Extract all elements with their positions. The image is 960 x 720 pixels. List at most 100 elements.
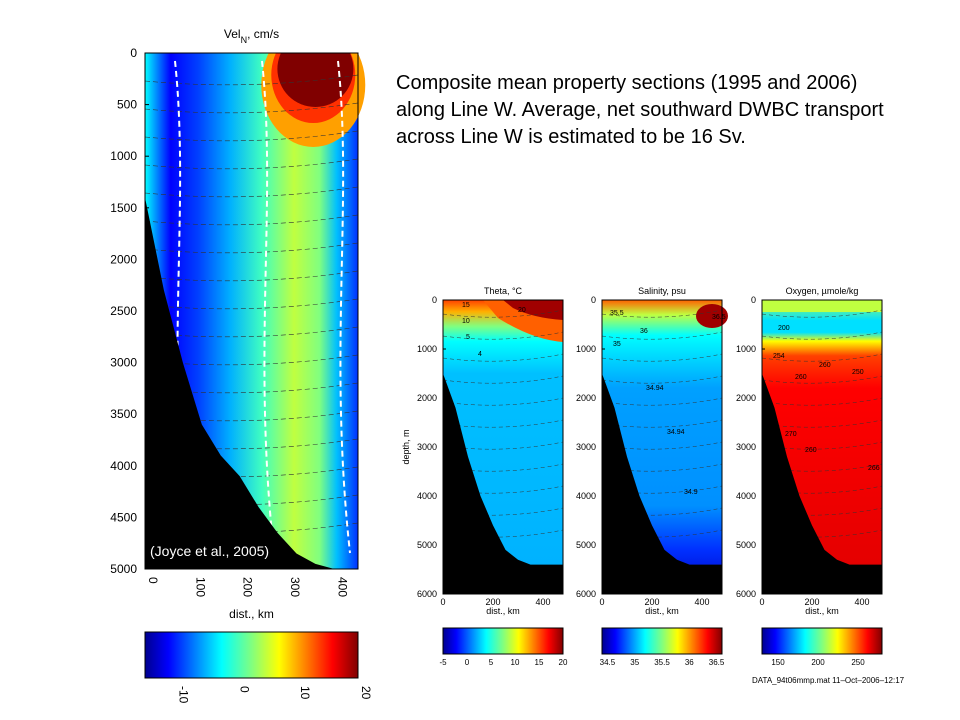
contour-line: [442, 419, 564, 428]
velocity-isopycnal: [144, 298, 359, 310]
y-tick-label: 4000: [417, 491, 437, 501]
contour-line: [442, 375, 564, 384]
x-tick-label: 300: [288, 577, 302, 597]
velocity-zero-contour: [337, 60, 351, 554]
colorbar-tick-label: 250: [851, 658, 865, 667]
chart-title: Oxygen, µmole/kg: [786, 286, 859, 296]
contour-line: [601, 507, 723, 516]
contour-label: 4: [478, 351, 482, 358]
contour-line: [601, 463, 723, 472]
x-tick-label: 0: [599, 597, 604, 607]
x-tick-label: 400: [694, 597, 709, 607]
x-tick-label: 400: [535, 597, 550, 607]
contour-label: 5: [466, 334, 470, 341]
x-axis-label: dist., km: [229, 607, 274, 621]
velocity-zero-contour: [261, 60, 275, 554]
colorbar-tick-label: 20: [359, 686, 373, 700]
contour-line: [761, 375, 883, 384]
contour-label: 10: [462, 318, 470, 325]
seafloor-bathymetry: [145, 197, 358, 570]
contour-label: 260: [795, 374, 807, 381]
y-tick-label: 2000: [576, 393, 596, 403]
contour-label: 200: [778, 325, 790, 332]
contour-line: [442, 353, 564, 362]
contour-label: 34.9: [684, 489, 698, 496]
seafloor-bathymetry: [443, 373, 563, 594]
y-axis-label: depth, m: [401, 429, 411, 464]
contour-label: 36.5: [712, 314, 726, 321]
velocity-top-mask: [145, 13, 358, 53]
contour-label: 34.94: [667, 429, 685, 436]
velocity-isopycnal: [144, 186, 359, 198]
x-axis-label: dist., km: [645, 606, 679, 616]
x-tick-label: 0: [440, 597, 445, 607]
x-tick-label: 200: [644, 597, 659, 607]
y-tick-label: 5000: [736, 540, 756, 550]
velocity-isopycnal: [144, 214, 359, 226]
velocity-isopycnal: [144, 130, 359, 142]
y-tick-label: 4000: [736, 491, 756, 501]
y-tick-label: 6000: [417, 589, 437, 599]
contour-line: [442, 507, 564, 516]
x-axis-label: dist., km: [486, 606, 520, 616]
figure-caption: Composite mean property sections (1995 a…: [396, 72, 884, 148]
colorbar-tick-label: 0: [465, 658, 470, 667]
y-tick-label: 2000: [110, 252, 137, 266]
citation-label: (Joyce et al., 2005): [150, 543, 270, 559]
contour-line: [761, 507, 883, 516]
colorbar-tick-label: 36.5: [709, 658, 725, 667]
contour-label: 270: [785, 431, 797, 438]
x-tick-label: 100: [193, 577, 207, 597]
velocity-isopycnal: [144, 270, 359, 282]
contour-line: [442, 441, 564, 450]
colorbar-tick-label: 10: [298, 686, 312, 700]
contour-line: [442, 309, 564, 318]
contour-line: [601, 441, 723, 450]
x-tick-label: 0: [146, 577, 160, 584]
contour-label: 35: [613, 341, 621, 348]
contour-label: 260: [805, 447, 817, 454]
y-tick-label: 2500: [110, 304, 137, 318]
contour-line: [761, 485, 883, 494]
colorbar-tick-label: 200: [811, 658, 825, 667]
contour-line: [601, 309, 723, 318]
velocity-isopycnal: [144, 102, 359, 114]
y-tick-label: 6000: [576, 589, 596, 599]
y-tick-label: 4500: [110, 510, 137, 524]
y-tick-label: 2000: [417, 393, 437, 403]
colorbar-tick-label: 20: [559, 658, 568, 667]
contour-label: 15: [462, 302, 470, 309]
colorbar-tick-label: 35.5: [654, 658, 670, 667]
saline-core: [696, 304, 728, 328]
contour-line: [761, 397, 883, 406]
footer-filename: DATA_94t06mmp.mat 11–Oct–2006–12:17: [752, 676, 905, 685]
y-tick-label: 1000: [417, 344, 437, 354]
contour-line: [601, 529, 723, 538]
colorbar-tick-label: 34.5: [600, 658, 616, 667]
contour-line: [761, 529, 883, 538]
y-tick-label: 6000: [736, 589, 756, 599]
contour-line: [601, 397, 723, 406]
velocity-isopycnal: [144, 158, 359, 170]
y-tick-label: 3000: [576, 442, 596, 452]
colorbar: [601, 627, 723, 655]
y-tick-label: 4000: [576, 491, 596, 501]
y-tick-label: 0: [432, 295, 437, 305]
chart-title: Theta, °C: [484, 286, 523, 296]
colorbar-tick-label: -10: [176, 686, 190, 704]
contour-line: [761, 441, 883, 450]
colorbar-tick-label: 35: [630, 658, 639, 667]
colorbar-tick-label: 5: [489, 658, 494, 667]
colorbar-tick-label: 150: [771, 658, 785, 667]
contour-label: 266: [868, 465, 880, 472]
y-tick-label: 3000: [110, 356, 137, 370]
y-tick-label: 3000: [736, 442, 756, 452]
contour-line: [442, 331, 564, 340]
colorbar: [442, 627, 564, 655]
contour-line: [761, 331, 883, 340]
contour-line: [601, 485, 723, 494]
oxygen-surface-layer: [762, 300, 882, 312]
colorbar: [761, 627, 883, 655]
x-tick-label: 200: [804, 597, 819, 607]
